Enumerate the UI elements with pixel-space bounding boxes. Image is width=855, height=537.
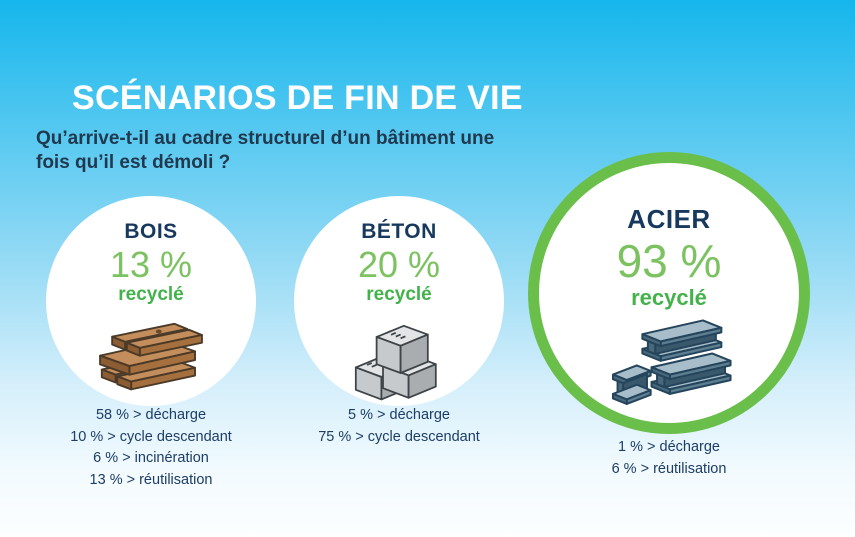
stat-line: 1 % > décharge <box>618 439 720 455</box>
recycled-label: recyclé <box>366 283 432 305</box>
page-title: SCÉNARIOS DE FIN DE VIE <box>72 79 523 117</box>
stat-line: 6 % > incinération <box>93 450 209 466</box>
recycled-label: recyclé <box>118 283 184 305</box>
recycled-percent: 93 % <box>616 234 722 287</box>
steel-beams-icon <box>611 319 732 406</box>
page-subtitle: Qu’arrive-t-il au cadre structurel d’un … <box>36 128 495 173</box>
stat-line: 58 % > décharge <box>95 407 207 423</box>
stat-line: 13 % > réutilisation <box>89 471 213 488</box>
stats-beton: 5 % > décharge 75 % > cycle descendant <box>294 405 504 448</box>
stat-line: 5 % > décharge <box>348 407 450 423</box>
stat-line: 6 % > réutilisation <box>611 460 727 477</box>
material-name: BÉTON <box>361 220 437 243</box>
material-name: ACIER <box>627 204 711 234</box>
concrete-blocks-icon <box>354 324 437 401</box>
recycled-label: recyclé <box>631 285 707 311</box>
stat-line: 75 % > cycle descendant <box>318 428 480 445</box>
wood-planks-icon <box>99 322 203 391</box>
stats-acier: 1 % > décharge 6 % > réutilisation <box>528 437 810 480</box>
material-name: BOIS <box>124 220 178 243</box>
stat-line: 10 % > cycle descendant <box>70 428 232 445</box>
material-card-beton: BÉTON 20 % recyclé <box>294 196 504 406</box>
stats-bois: 58 % > décharge 10 % > cycle descendant … <box>46 405 256 491</box>
recycled-percent: 13 % <box>109 244 193 286</box>
recycled-percent: 20 % <box>357 244 441 286</box>
material-card-acier: ACIER 93 % recyclé <box>528 152 810 434</box>
material-card-bois: BOIS 13 % recyclé <box>46 196 256 406</box>
